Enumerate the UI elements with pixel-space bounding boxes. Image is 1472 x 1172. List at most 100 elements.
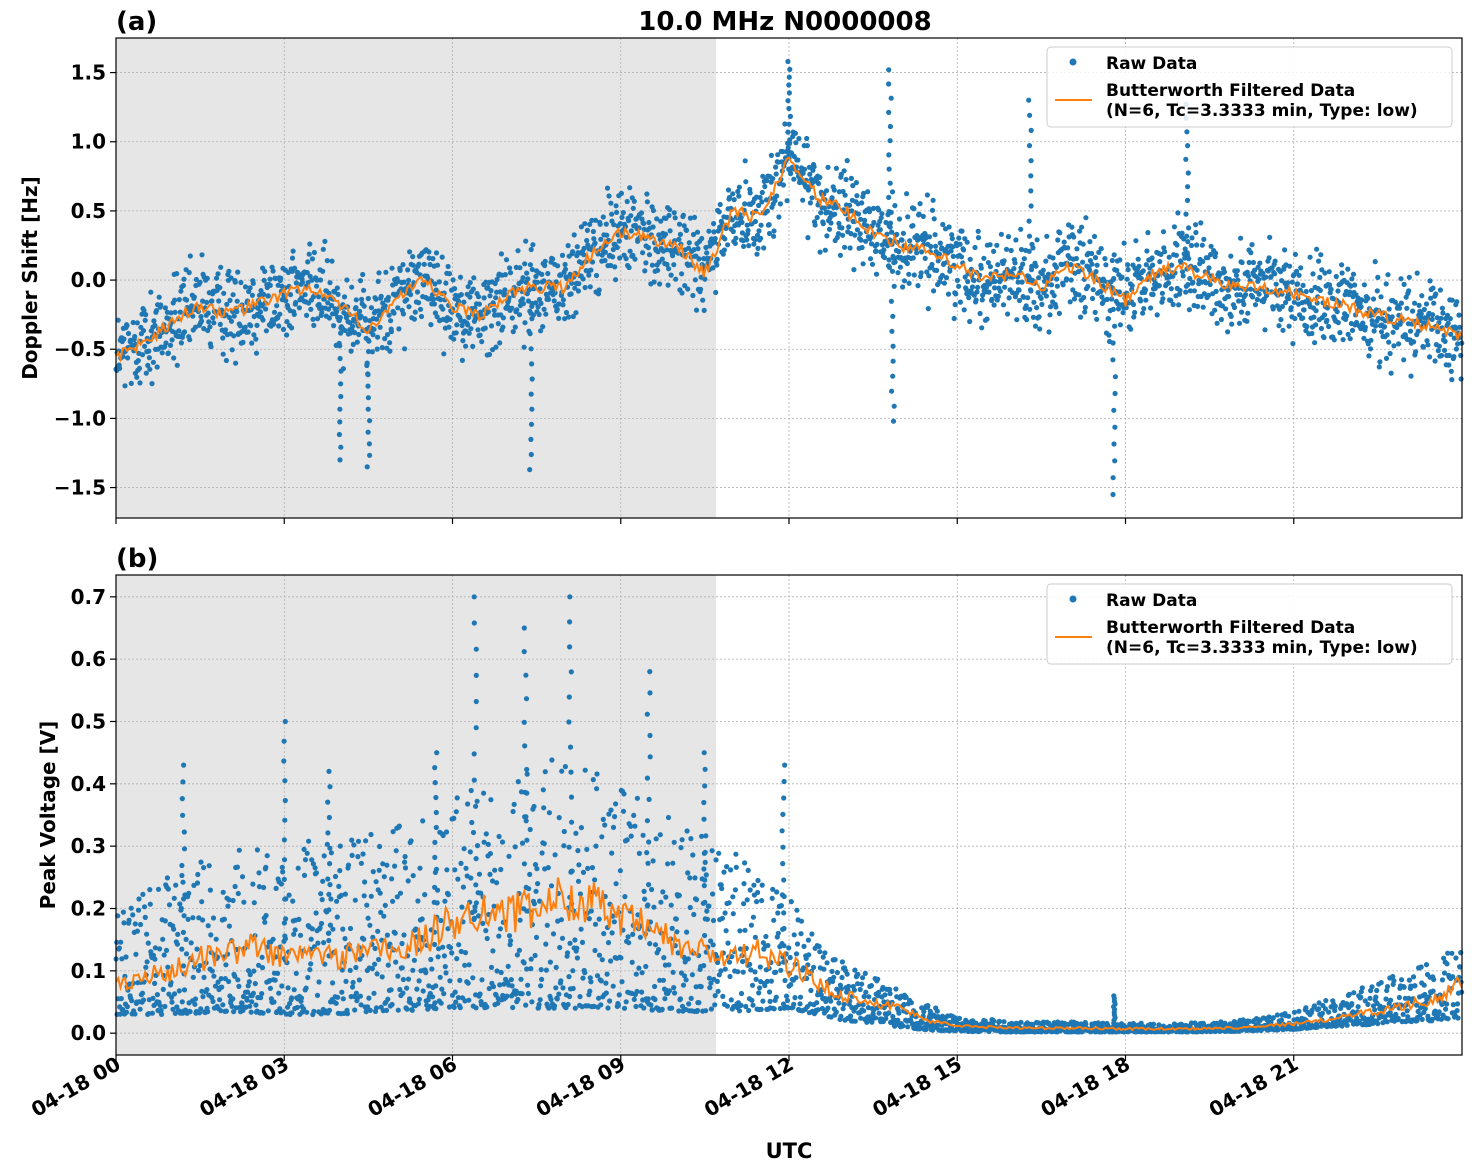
raw-data-point [886, 1010, 892, 1016]
raw-data-point [338, 444, 344, 450]
raw-data-point [866, 994, 872, 1000]
raw-data-point [1266, 255, 1272, 261]
raw-data-point [538, 300, 544, 306]
raw-data-point [753, 976, 759, 982]
raw-data-point [601, 931, 607, 937]
raw-data-point [723, 928, 729, 934]
raw-data-point [310, 861, 316, 867]
raw-data-point [860, 1002, 866, 1008]
raw-data-point [199, 899, 205, 905]
panel-b-label: (b) [116, 544, 158, 574]
raw-data-point [134, 928, 140, 934]
raw-data-point [720, 993, 726, 1000]
raw-data-point [147, 366, 153, 372]
raw-data-point [265, 1008, 271, 1014]
raw-data-point [642, 896, 648, 902]
raw-data-point [220, 335, 226, 341]
raw-data-point [609, 850, 615, 856]
raw-data-point [245, 983, 251, 989]
raw-data-point [193, 276, 199, 283]
raw-data-point [628, 833, 634, 839]
raw-data-point [1290, 341, 1296, 347]
raw-data-point [1349, 276, 1355, 282]
raw-data-point [574, 955, 581, 961]
raw-data-point [337, 343, 343, 349]
raw-data-point [626, 940, 632, 946]
raw-data-point [222, 327, 229, 333]
raw-data-point [582, 970, 588, 976]
raw-data-point [1280, 327, 1286, 333]
raw-data-point [830, 978, 836, 985]
raw-data-point [820, 954, 826, 960]
raw-data-point [764, 208, 771, 214]
raw-data-point [1073, 255, 1079, 262]
raw-data-point [387, 348, 393, 354]
raw-data-point [850, 183, 856, 189]
raw-data-point [444, 867, 450, 873]
raw-data-point [145, 362, 151, 368]
raw-data-point [471, 915, 477, 921]
raw-data-point [636, 850, 643, 857]
raw-data-point [689, 972, 696, 978]
raw-data-point [162, 305, 168, 311]
raw-data-point [821, 205, 828, 211]
raw-data-point [1334, 309, 1340, 315]
raw-data-point [883, 1015, 889, 1022]
raw-data-point [964, 239, 970, 245]
raw-data-point [858, 1015, 864, 1021]
raw-data-point [1287, 263, 1293, 269]
raw-data-point [316, 294, 322, 300]
raw-data-point [676, 221, 683, 227]
raw-data-point [682, 283, 688, 289]
raw-data-point [886, 81, 892, 87]
raw-data-point [263, 864, 269, 870]
raw-data-point [1060, 282, 1066, 288]
raw-data-point [876, 207, 882, 213]
raw-data-point [1339, 262, 1345, 268]
raw-data-point [244, 997, 250, 1003]
raw-data-point [1116, 289, 1122, 295]
raw-data-point [548, 883, 555, 889]
raw-data-point [1157, 259, 1163, 265]
raw-data-point [302, 292, 308, 298]
raw-data-point [361, 303, 367, 309]
raw-data-point [650, 858, 656, 864]
raw-data-point [892, 1023, 898, 1029]
raw-data-point [404, 297, 410, 303]
raw-data-point [231, 313, 237, 319]
raw-data-point [455, 995, 461, 1001]
raw-data-point [773, 171, 779, 177]
raw-data-point [337, 419, 343, 425]
peak-voltage-panel: (b) 0.70.60.50.40.30.20.10.0 Peak Voltag… [36, 544, 1465, 1061]
raw-data-point [324, 841, 330, 847]
raw-data-point [840, 1006, 846, 1012]
raw-data-point [629, 959, 635, 965]
raw-data-point [1419, 293, 1425, 299]
raw-data-point [240, 339, 246, 345]
raw-data-point [303, 985, 309, 991]
raw-data-point [468, 787, 474, 794]
raw-data-point [327, 882, 333, 888]
raw-data-point [439, 986, 445, 992]
raw-data-point [808, 987, 814, 994]
raw-data-point [894, 231, 900, 237]
raw-data-point [1392, 299, 1398, 305]
raw-data-point [331, 323, 337, 329]
raw-data-point [855, 971, 861, 978]
raw-data-point [1078, 314, 1084, 320]
raw-data-point [665, 282, 671, 288]
raw-data-point [625, 934, 631, 940]
raw-data-point [600, 214, 606, 220]
raw-data-point [404, 985, 410, 991]
raw-data-point [645, 245, 652, 251]
raw-data-point [377, 843, 383, 850]
raw-data-point [350, 341, 356, 347]
raw-data-point [232, 883, 238, 890]
raw-data-point [690, 231, 697, 238]
raw-data-point [1104, 296, 1110, 302]
raw-data-point [701, 307, 707, 313]
raw-data-point [228, 275, 234, 281]
raw-data-point [580, 276, 586, 282]
raw-data-point [339, 989, 345, 995]
raw-data-point [1034, 305, 1040, 311]
